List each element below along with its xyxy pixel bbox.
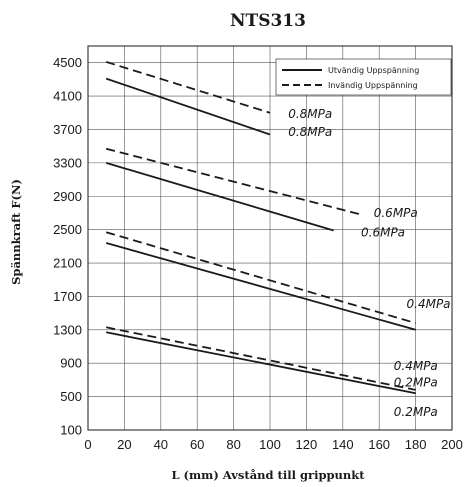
y-tick-label-1: 500 — [60, 389, 82, 404]
x-axis-label: L (mm) Avstånd till grippunkt — [171, 468, 365, 482]
series-line-2-solid — [105, 162, 334, 232]
series-line-3-dashed — [105, 147, 362, 216]
annotation-label-5: 0.4MPa — [394, 359, 438, 373]
y-tick-label-3: 1300 — [53, 322, 82, 337]
y-axis-label: Spännkraft F(N) — [9, 179, 23, 285]
chart-title: NTS313 — [230, 11, 306, 31]
legend-box — [275, 58, 452, 96]
x-tick-label-9: 180 — [405, 437, 427, 452]
x-tick-label-2: 40 — [154, 437, 168, 452]
y-tick-label-7: 2900 — [53, 189, 82, 204]
y-tick-label-5: 2100 — [53, 256, 82, 271]
series-line-4-solid — [105, 242, 416, 331]
y-tick-label-2: 900 — [60, 356, 82, 371]
x-tick-label-4: 80 — [226, 437, 240, 452]
annotation-label-6: 0.2MPa — [394, 376, 438, 390]
x-tick-label-0: 0 — [84, 437, 91, 452]
annotation-label-4: 0.4MPa — [407, 297, 451, 311]
y-tick-label-6: 2500 — [53, 222, 82, 237]
y-tick-label-10: 4100 — [53, 89, 82, 104]
annotation-label-1: 0.8MPa — [288, 125, 332, 139]
series-line-7-dashed — [106, 326, 416, 391]
y-tick-label-0: 100 — [60, 423, 82, 438]
series-line-6-solid — [106, 331, 416, 395]
x-tick-label-5: 100 — [259, 437, 281, 452]
series-line-0-solid — [105, 77, 271, 136]
y-tick-label-8: 3300 — [53, 155, 82, 170]
annotation-label-7: 0.2MPa — [394, 405, 438, 419]
x-tick-label-3: 60 — [190, 437, 204, 452]
y-tick-label-9: 3700 — [53, 122, 82, 137]
annotations: 0.8MPa 0.8MPa 0.6MPa 0.6MPa 0.4MPa 0.4MPa 0.2M… — [288, 107, 450, 419]
x-tick-label-1: 20 — [117, 437, 131, 452]
annotation-label-0: 0.8MPa — [288, 107, 332, 121]
x-tick-label-10: 200 — [441, 437, 463, 452]
series-line-5-dashed — [105, 231, 416, 324]
plot-frame — [87, 45, 453, 431]
x-tick-label-8: 160 — [368, 437, 390, 452]
x-tick-label-7: 140 — [332, 437, 354, 452]
tick-labels: 0 20 40 60 80 100 120 140 160 180 200 100 500 900 1300… — [53, 55, 463, 452]
x-tick-label-6: 120 — [296, 437, 318, 452]
legend-label-solid: Utvändig Uppspänning — [328, 66, 419, 75]
legend-label-dashed: Invändig Uppspänning — [328, 81, 418, 90]
annotation-label-2: 0.6MPa — [374, 206, 418, 220]
y-tick-label-11: 4500 — [53, 55, 82, 70]
y-tick-label-4: 1700 — [53, 289, 82, 304]
series-lines — [105, 61, 416, 395]
series-line-1-dashed — [105, 61, 271, 114]
legend: Utvändig Uppspänning Invändig Uppspännin… — [275, 58, 452, 96]
annotation-label-3: 0.6MPa — [361, 225, 405, 239]
